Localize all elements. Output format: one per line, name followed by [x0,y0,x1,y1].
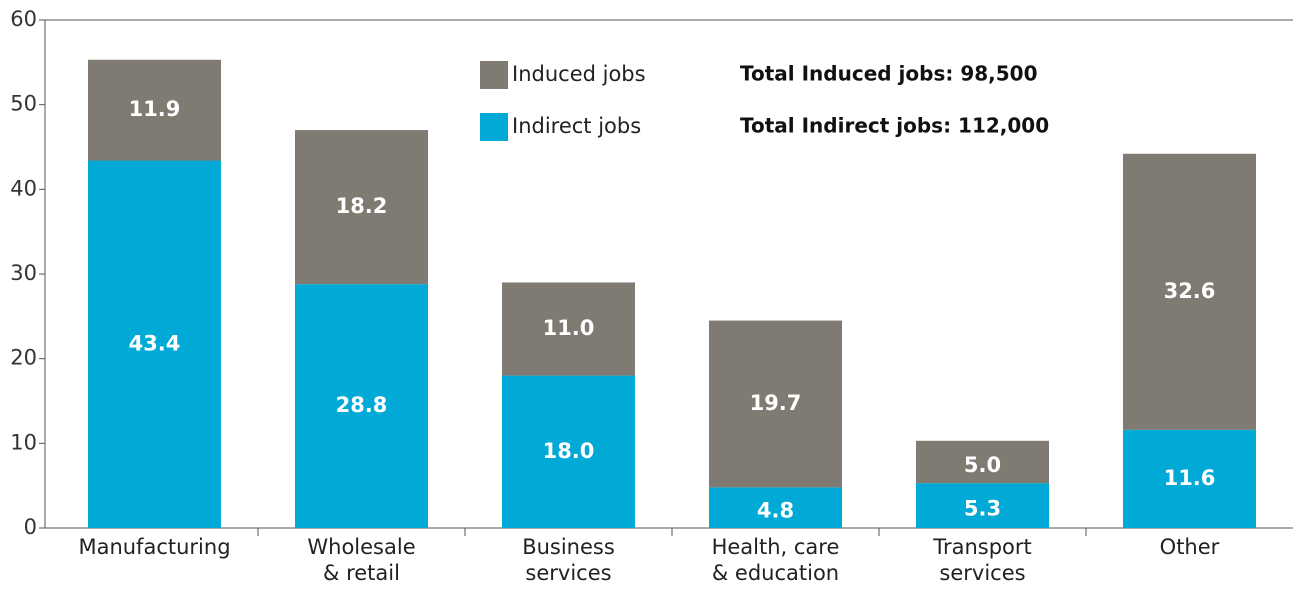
bar-segment [709,487,842,528]
y-tick-label: 10 [10,430,37,454]
y-tick-label: 60 [10,7,37,31]
data-label: 5.3 [964,497,1001,521]
data-label: 19.7 [750,391,802,415]
data-label: 18.2 [336,194,388,218]
y-tick-label: 40 [10,176,37,200]
y-tick-label: 0 [24,515,37,539]
legend-label: Indirect jobs [512,114,641,138]
y-tick-label: 30 [10,261,37,285]
legend-label: Induced jobs [512,62,646,86]
bar-segment [88,59,221,161]
data-label: 32.6 [1164,279,1216,303]
bar-segment [502,375,635,528]
bar-segment [916,440,1049,484]
annotation: Total Induced jobs: 98,500 [740,62,1038,86]
data-label: 43.4 [129,331,181,355]
annotation: Total Indirect jobs: 112,000 [740,114,1049,138]
bar-segment [295,284,428,528]
x-tick-label: Wholesale & retail [307,535,415,585]
data-label: 4.8 [757,499,794,523]
y-tick-label: 20 [10,346,37,370]
bar-segment [502,282,635,376]
data-label: 11.9 [129,97,181,121]
data-label: 11.0 [543,316,595,340]
x-tick-label: Transport services [932,535,1032,585]
bar-segment [1123,153,1256,430]
x-tick-label: Other [1160,535,1220,559]
bar-segment [709,320,842,488]
data-label: 28.8 [336,393,388,417]
bar-segment [295,130,428,285]
x-tick-label: Manufacturing [78,535,230,559]
data-label: 11.6 [1164,466,1216,490]
legend-swatch [480,61,508,89]
x-tick-label: Health, care & education [712,535,840,585]
bar-segment [88,160,221,528]
bar-segment [1123,429,1256,528]
bar-segment [916,483,1049,528]
x-tick-label: Business services [522,535,615,585]
y-tick-label: 50 [10,92,37,116]
legend-swatch [480,113,508,141]
data-label: 18.0 [543,439,595,463]
data-label: 5.0 [964,453,1001,477]
